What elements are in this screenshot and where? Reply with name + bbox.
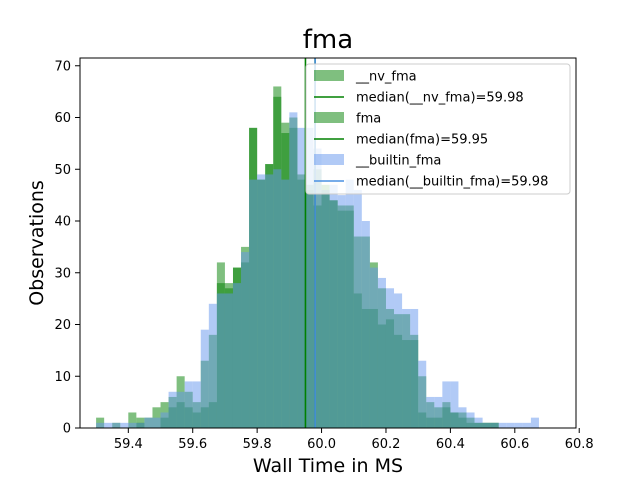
plot-frame bbox=[79, 57, 577, 429]
legend-patch bbox=[314, 70, 344, 81]
bar bbox=[361, 221, 370, 428]
bar bbox=[506, 422, 515, 428]
legend-label: median(__builtin_fma)=59.98 bbox=[356, 175, 548, 190]
bar bbox=[458, 407, 467, 428]
bar bbox=[273, 169, 282, 428]
bar bbox=[434, 396, 443, 428]
bar bbox=[249, 179, 258, 428]
y-tick-label: 0 bbox=[63, 422, 71, 437]
bar bbox=[136, 417, 145, 428]
y-tick-label: 60 bbox=[54, 111, 71, 126]
bar bbox=[394, 293, 403, 428]
x-tick-label: 59.6 bbox=[178, 437, 207, 452]
bar bbox=[385, 288, 395, 428]
bar bbox=[265, 174, 274, 428]
x-axis-ticks: 59.4 59.6 59.8 60.0 60.2 60.4 60.6 60.8 bbox=[114, 428, 594, 452]
bar bbox=[257, 174, 266, 428]
bar bbox=[152, 417, 161, 428]
bar bbox=[176, 391, 185, 428]
bar bbox=[168, 391, 177, 428]
bar bbox=[128, 412, 137, 428]
bar bbox=[96, 422, 105, 428]
bar bbox=[321, 189, 330, 428]
legend-label: __nv_fma bbox=[355, 70, 417, 85]
bar bbox=[208, 303, 217, 428]
legend-label: fma bbox=[356, 112, 381, 127]
y-tick-label: 30 bbox=[54, 266, 71, 281]
x-tick-label: 60.2 bbox=[371, 437, 400, 452]
bar bbox=[313, 148, 322, 428]
y-tick-label: 50 bbox=[54, 163, 71, 178]
x-tick-label: 59.4 bbox=[114, 437, 143, 452]
y-tick-label: 10 bbox=[54, 370, 71, 385]
bar bbox=[289, 112, 298, 428]
y-tick-label: 70 bbox=[54, 59, 71, 74]
bar bbox=[530, 417, 539, 428]
series-2 bbox=[96, 112, 539, 429]
bar bbox=[232, 283, 242, 428]
bar bbox=[522, 422, 531, 428]
bar bbox=[345, 179, 354, 428]
bar bbox=[160, 412, 169, 428]
x-tick-label: 59.8 bbox=[243, 437, 272, 452]
bar bbox=[482, 422, 491, 428]
bar bbox=[402, 308, 411, 428]
x-axis-label: Wall Time in MS bbox=[253, 455, 403, 477]
y-tick-label: 20 bbox=[54, 318, 71, 333]
legend-patch bbox=[314, 112, 344, 123]
bar bbox=[241, 252, 250, 428]
bar bbox=[418, 360, 427, 428]
bar bbox=[353, 189, 362, 428]
x-tick-label: 60.8 bbox=[565, 437, 594, 452]
bar bbox=[466, 412, 475, 428]
bar bbox=[216, 293, 225, 428]
bar bbox=[474, 417, 483, 428]
bar bbox=[281, 179, 290, 428]
bar bbox=[128, 422, 137, 428]
bar bbox=[200, 329, 209, 428]
bar bbox=[120, 422, 129, 428]
x-tick-label: 60.6 bbox=[500, 437, 529, 452]
bar bbox=[224, 293, 233, 428]
y-axis-ticks: 0 10 20 30 40 50 60 70 bbox=[54, 59, 80, 437]
bar bbox=[426, 396, 435, 428]
bar bbox=[329, 184, 338, 428]
x-tick-label: 60.0 bbox=[307, 437, 336, 452]
bar bbox=[450, 381, 459, 428]
bar bbox=[297, 127, 306, 429]
bar bbox=[442, 381, 451, 428]
bar bbox=[305, 127, 314, 429]
chart-title: fma bbox=[303, 25, 353, 55]
legend-label: median(__nv_fma)=59.98 bbox=[356, 91, 524, 106]
bar bbox=[136, 422, 145, 428]
legend-label: median(fma)=59.95 bbox=[356, 133, 488, 148]
legend-label: __builtin_fma bbox=[355, 154, 441, 169]
bar bbox=[192, 381, 201, 428]
bar bbox=[490, 422, 499, 428]
bar bbox=[377, 277, 386, 428]
bar bbox=[96, 417, 105, 428]
y-axis-label: Observations bbox=[26, 180, 48, 306]
legend-patch bbox=[314, 154, 344, 165]
bar bbox=[144, 417, 153, 428]
bar bbox=[184, 381, 193, 428]
histogram-bars bbox=[96, 86, 539, 429]
bar bbox=[369, 267, 378, 428]
bar bbox=[112, 422, 121, 428]
bar bbox=[104, 422, 113, 428]
bar bbox=[498, 422, 507, 428]
bar bbox=[514, 422, 523, 428]
legend-box bbox=[305, 63, 571, 195]
y-tick-label: 40 bbox=[54, 215, 71, 230]
x-tick-label: 60.4 bbox=[436, 437, 465, 452]
bar bbox=[410, 308, 419, 428]
bar bbox=[337, 195, 346, 428]
